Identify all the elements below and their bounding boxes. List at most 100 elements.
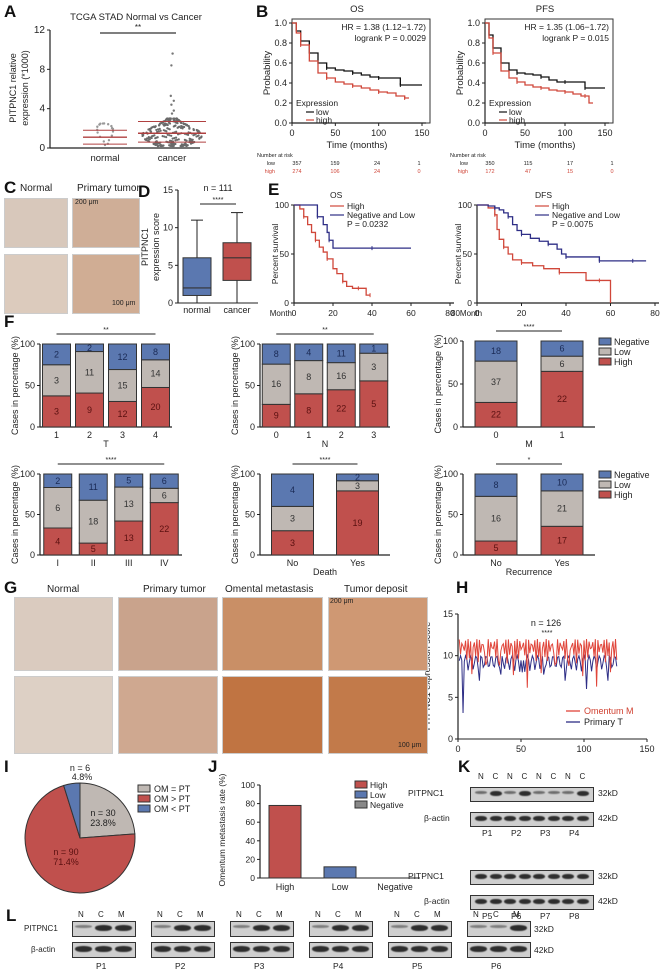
l-patient-label: P4 bbox=[333, 961, 344, 971]
chartFM-bar-negative bbox=[474, 340, 518, 362]
l-band bbox=[174, 946, 191, 952]
chartBOS-x-tick-label: 100 bbox=[371, 128, 386, 138]
chartBOS-y-tick-label: 0.4 bbox=[274, 78, 287, 88]
panel-label-a: A bbox=[4, 2, 17, 21]
chartFT-bar-label: 3 bbox=[54, 375, 59, 385]
i-legend-swatch bbox=[137, 804, 151, 813]
chartFN-bar-label: 8 bbox=[306, 372, 311, 382]
chartFD-bar-low bbox=[271, 505, 314, 532]
chartFD-x-tick-label: No bbox=[287, 558, 299, 568]
i-label-n90: n = 90 bbox=[53, 847, 78, 857]
chartFS-bar-label: 13 bbox=[124, 533, 134, 543]
chartFS-bar-label: 5 bbox=[91, 544, 96, 554]
chartFT-bar-label: 12 bbox=[117, 409, 127, 419]
micrograph-g-normal-low bbox=[14, 597, 113, 671]
l-patient-label: P2 bbox=[175, 961, 186, 971]
chartFT-bar-low bbox=[42, 364, 71, 397]
d-ylabel-1: PITPNC1 bbox=[140, 228, 150, 266]
h-y-tick-label: 5 bbox=[448, 692, 453, 702]
a-point-normal bbox=[96, 131, 99, 134]
k-band bbox=[533, 791, 545, 794]
micrograph-g-deposit-low bbox=[328, 597, 428, 671]
chartBOS-series-low bbox=[292, 22, 422, 86]
a-point-outlier bbox=[170, 64, 173, 67]
micrograph-c-normal-high bbox=[4, 254, 68, 314]
chartBPFS-x-tick-label: 0 bbox=[482, 128, 487, 138]
chartFD-x-tick-label: Yes bbox=[350, 558, 365, 568]
chart-d-boxplot: 0 5 10 15 PITPNC1 expression score n = 111 ****… bbox=[140, 183, 258, 315]
chartFR-bar-label: 17 bbox=[557, 536, 567, 546]
k-band bbox=[576, 791, 589, 796]
chartBOS-risk-rowname: low bbox=[267, 161, 275, 167]
chartBOS-legend-title: Expression bbox=[296, 98, 338, 108]
chartEOS-y-tick-label: 50 bbox=[280, 249, 290, 259]
chartBOS-x-tick-label: 50 bbox=[330, 128, 340, 138]
i-label-pct90: 71.4% bbox=[53, 857, 79, 867]
chartFS-bar-low bbox=[78, 499, 108, 544]
chartBPFS-y-tick-label: 0.4 bbox=[467, 78, 480, 88]
j-legend-swatch bbox=[354, 800, 368, 809]
chartFM-bar-label: 18 bbox=[491, 346, 501, 356]
chartBPFS-legend-low: low bbox=[509, 107, 523, 117]
k-band bbox=[562, 791, 574, 794]
chartFT-bar-negative bbox=[108, 343, 137, 371]
a-point-cancer bbox=[173, 137, 176, 140]
chartFT-x-tick-label: 1 bbox=[54, 430, 59, 440]
a-point-cancer bbox=[179, 126, 183, 129]
l-band bbox=[154, 925, 171, 928]
l-lane-label: M bbox=[197, 910, 204, 919]
chartFR-legend-high: High bbox=[614, 490, 633, 500]
chartFN-y-tick-label: 0 bbox=[250, 422, 255, 432]
k-band bbox=[475, 816, 487, 821]
chartFS-x-tick-label: IV bbox=[160, 558, 169, 568]
k-band bbox=[518, 816, 531, 821]
a-point-outlier bbox=[169, 94, 172, 98]
l-lane-label: M bbox=[355, 910, 362, 919]
panel-label-j: J bbox=[208, 757, 218, 776]
chartFR-bar-negative bbox=[540, 473, 584, 492]
chartBPFS-ylabel: Probability bbox=[455, 51, 466, 96]
h-y-tick-label: 10 bbox=[443, 651, 453, 661]
j-legend-item: High bbox=[370, 780, 388, 790]
a-point-cancer bbox=[174, 142, 177, 146]
chartFN-sig-stars: ** bbox=[322, 327, 328, 334]
j-x-label: High bbox=[276, 882, 295, 892]
chartFN-bar-negative bbox=[294, 343, 324, 362]
k-lane-label: N bbox=[536, 772, 542, 781]
a-point-cancer bbox=[162, 129, 165, 132]
j-y-tick-label: 80 bbox=[246, 799, 256, 809]
chartBOS-risk-rowname: high bbox=[265, 169, 275, 175]
k-row-label: β-actin bbox=[424, 896, 450, 906]
k-patient-label: P5 bbox=[482, 911, 493, 921]
l-band bbox=[411, 946, 428, 952]
a-point-cancer bbox=[173, 117, 176, 120]
l-band bbox=[75, 925, 92, 928]
chartFN-bar-negative bbox=[261, 343, 291, 365]
a-point-cancer bbox=[156, 130, 159, 133]
i-label-pct30: 23.8% bbox=[90, 818, 116, 828]
l-band bbox=[510, 925, 527, 931]
chartEOS-series-high bbox=[294, 204, 371, 296]
chartFN-xlabel: N bbox=[322, 439, 329, 449]
i-legend-item: OM = PT bbox=[154, 784, 191, 794]
k-band bbox=[489, 791, 502, 796]
chartFT-xlabel: T bbox=[103, 439, 109, 449]
a-point-outlier bbox=[170, 103, 173, 106]
h-x-tick-label: 100 bbox=[576, 744, 591, 754]
chartFT-bar-label: 2 bbox=[54, 349, 59, 359]
chartFD-sig-stars: **** bbox=[320, 457, 331, 464]
panel-label-f: F bbox=[4, 312, 15, 331]
chartBPFS-xlabel: Time (months) bbox=[515, 140, 576, 151]
chartBPFS-risk-value: 1 bbox=[610, 161, 613, 167]
l-band bbox=[510, 946, 527, 952]
chartEOS-x-tick-label: 20 bbox=[328, 308, 338, 318]
chartBPFS-x-tick-label: 100 bbox=[557, 128, 572, 138]
chartBPFS-risk-value: 115 bbox=[524, 161, 533, 167]
l-band bbox=[273, 946, 290, 952]
l-band bbox=[470, 946, 487, 952]
k-patient-label: P1 bbox=[482, 828, 493, 838]
chartBOS-risk-title: Number at risk bbox=[257, 153, 293, 159]
l-patient-label: P6 bbox=[491, 961, 502, 971]
